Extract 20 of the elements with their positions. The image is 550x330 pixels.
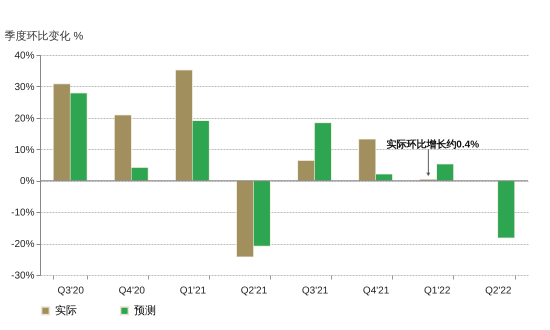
x-tick-label: Q4'20 [118,286,146,296]
x-tick-label: Q2'21 [240,286,268,296]
y-tick-label: -20% [11,239,35,250]
y-tick-label: 40% [14,50,35,62]
y-axis-title: 季度环比变化 % [4,30,84,42]
x-tick-label: Q1'21 [180,286,207,296]
legend-label: 实际 [55,304,77,317]
y-tick-label: 20% [14,113,35,124]
x-tick-label: Q3'21 [302,286,329,296]
y-tick-label: -10% [11,208,35,219]
y-tick-label: 0% [20,176,35,188]
annotation: 实际环比增长约0.4% [386,138,480,150]
x-tick-label: Q3'20 [58,286,84,296]
x-tick-label: Q4'21 [362,286,390,296]
x-tick-label: Q1'22 [424,286,451,296]
x-tick-label: Q2'22 [485,286,512,296]
y-tick-label: 10% [14,144,35,156]
legend-label: 预测 [134,304,156,317]
y-tick-label: 30% [14,82,35,93]
y-tick-label: -30% [11,270,35,282]
